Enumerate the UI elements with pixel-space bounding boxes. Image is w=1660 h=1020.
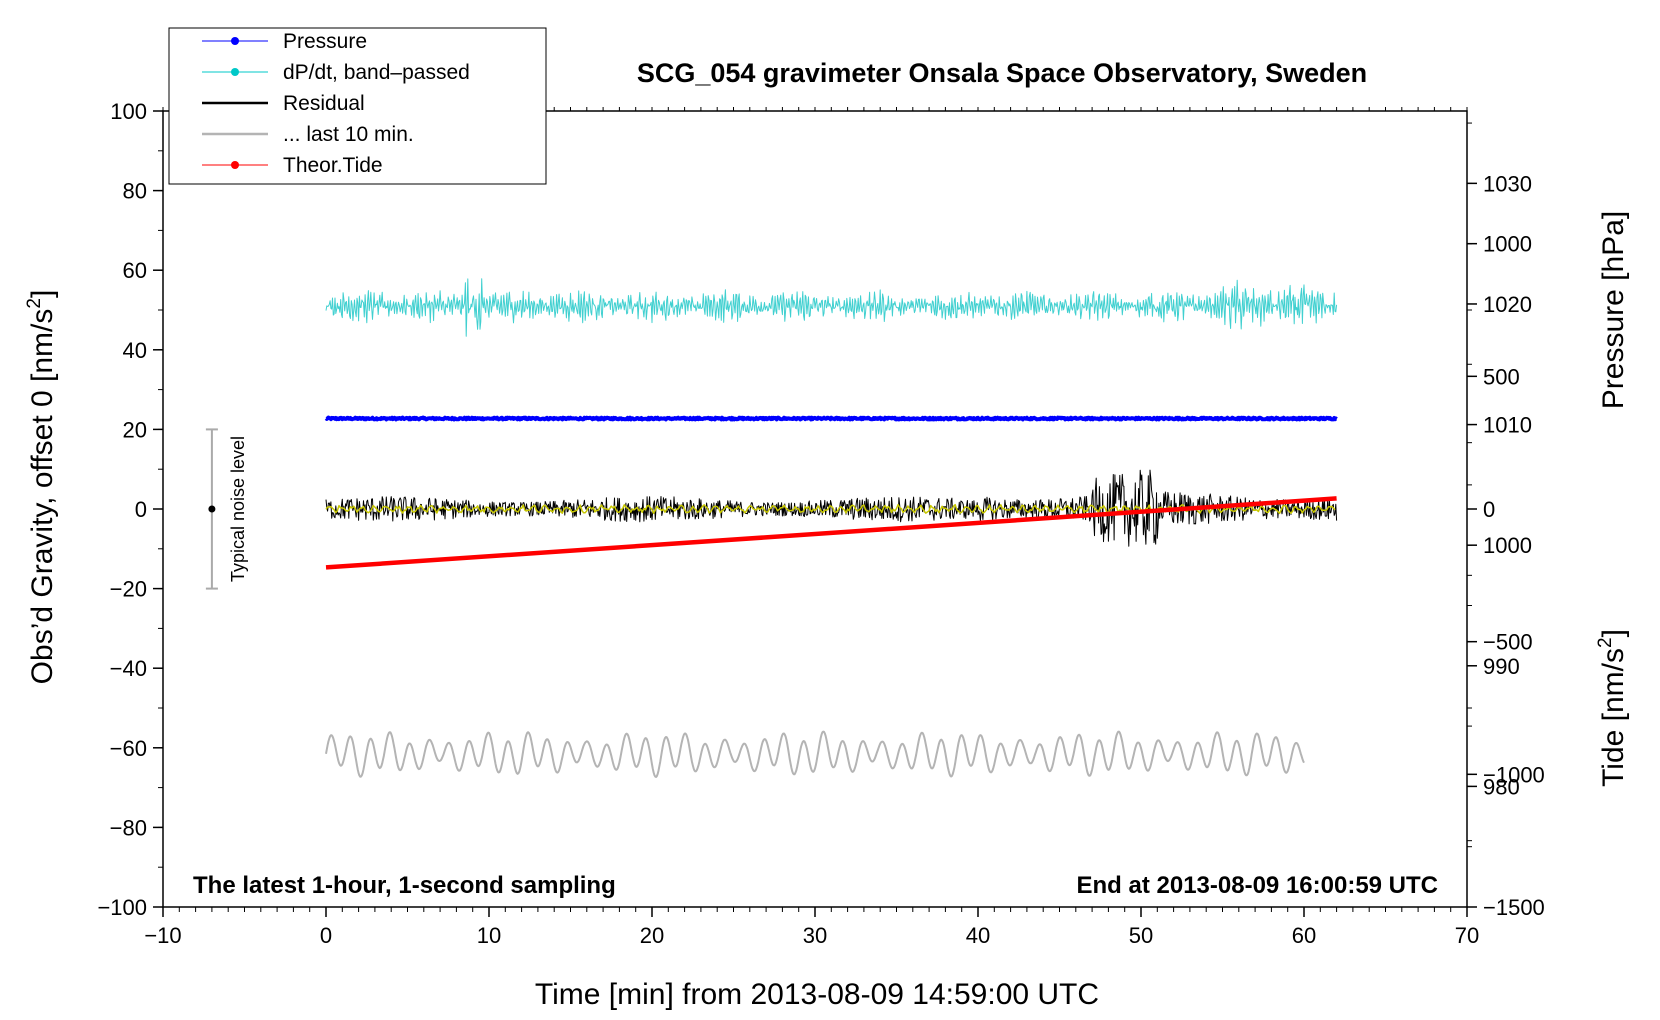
pressure-tick-label: 1010 [1483,413,1532,438]
tide-tick-label: −1000 [1483,762,1545,787]
x-tick-label: −10 [144,923,181,948]
legend-label: Residual [283,92,365,115]
x-tick-label: 40 [966,923,990,948]
y-axis-pressure-title: Pressure [hPa] [1597,211,1630,409]
noise-level-label: Typical noise level [228,436,248,582]
pressure-tick-label: 990 [1483,654,1520,679]
legend-box [168,27,547,185]
y-tick-label: −80 [110,815,147,840]
pressure-tick-label: 980 [1483,774,1520,799]
pressure-tick-label: 1020 [1483,292,1532,317]
x-axis-title: Time [min] from 2013-08-09 14:59:00 UTC [535,978,1099,1011]
y-tick-label: 40 [123,338,147,363]
y-axis-tide-title-close: ] [1597,629,1630,637]
x-tick-label: 30 [803,923,827,948]
y-tick-label: 60 [123,258,147,283]
annotation-end-time: End at 2013-08-09 16:00:59 UTC [1077,872,1439,899]
y-axis-tide-title-text: Tide [nm/s [1597,648,1630,787]
y-tick-label: −100 [97,895,147,920]
legend-marker [231,37,239,45]
legend-label: ... last 10 min. [283,123,414,146]
chart-title: SCG_054 gravimeter Onsala Space Observat… [637,58,1367,88]
y-axis-left-title-text: Obs’d Gravity, offset 0 [nm/s [26,309,59,685]
legend: Pressure dP/dt, band–passed Residual ... la… [168,27,547,185]
y-tick-label: 100 [110,99,147,124]
residual-line [325,469,1338,547]
x-tick-label: 0 [320,923,332,948]
y-axis-tide-title-sup: 2 [1595,637,1616,648]
legend-marker [231,161,239,169]
x-tick-label: 70 [1455,923,1479,948]
tide-tick-label: −1500 [1483,895,1545,920]
x-tick-label: 50 [1129,923,1153,948]
y-tick-label: −60 [110,736,147,761]
y-axis-tide-title: Tide [nm/s2] [1595,629,1630,787]
last-10-min-line [325,730,1305,778]
y-tick-label: 0 [135,497,147,522]
x-tick-label: 10 [477,923,501,948]
pressure-tick-label: 1000 [1483,533,1532,558]
y-axis-left-title: Obs’d Gravity, offset 0 [nm/s2] [24,290,59,685]
tide-line [325,496,1337,570]
y-axis-left-title-sup: 2 [24,298,45,309]
legend-marker [231,68,239,76]
y-tick-label: 20 [123,417,147,442]
pressure-line [324,415,1338,422]
tide-tick-label: 500 [1483,364,1520,389]
y-tick-label: −40 [110,656,147,681]
tide-tick-label: 0 [1483,497,1495,522]
noise-center-dot [208,505,216,513]
tide-tick-label: −500 [1483,630,1533,655]
x-tick-label: 60 [1292,923,1316,948]
x-tick-label: 20 [640,923,664,948]
y-tick-label: 80 [123,179,147,204]
dpdt-line [325,278,1338,337]
legend-label: dP/dt, band–passed [283,61,470,84]
tick-layer: −10 0 10 20 30 40 50 60 70−100−80−60−40−20020406… [97,99,1544,948]
series-layer [324,278,1338,778]
noise-level-marker: Typical noise level [205,428,248,590]
y-tick-label: −20 [110,577,147,602]
tide-tick-label: 1000 [1483,232,1532,257]
legend-label: Pressure [283,30,367,53]
legend-label: Theor.Tide [283,154,383,177]
y-axis-left-title-close: ] [26,290,59,298]
pressure-tick-label: 1030 [1483,171,1532,196]
annotation-sampling: The latest 1-hour, 1-second sampling [193,872,616,899]
